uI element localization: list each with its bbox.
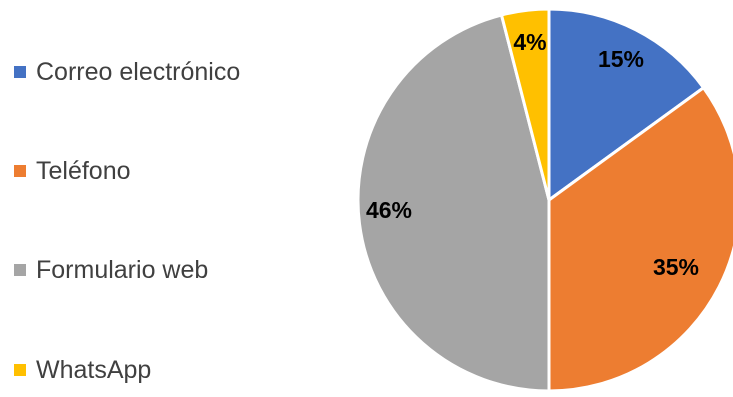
pie-slice-correo-electronico [547,7,706,203]
pie-slice-formulario-web [356,13,551,393]
legend-label-formulario-web: Formulario web [36,255,209,284]
legend-item-correo-electronico: Correo electrónico [14,57,240,87]
legend-swatch-telefono [14,165,26,177]
legend-swatch-formulario-web [14,264,26,276]
legend-item-telefono: Teléfono [14,156,131,186]
data-label-formulario-web: 46% [366,197,412,223]
legend-swatch-whatsapp [14,364,26,376]
legend-label-telefono: Teléfono [36,156,131,185]
data-label-correo-electronico: 15% [598,46,644,72]
data-label-telefono: 35% [653,254,699,280]
legend-item-formulario-web: Formulario web [14,255,208,285]
legend-item-whatsapp: WhatsApp [14,355,151,385]
chart-legend: Correo electrónico Teléfono Formulario w… [14,0,314,397]
legend-label-whatsapp: WhatsApp [36,355,152,384]
pie-slice-whatsapp [499,7,551,201]
pie-slice-telefono [547,85,733,393]
legend-swatch-correo-electronico [14,66,26,78]
data-label-whatsapp: 4% [513,29,546,55]
legend-label-correo-electronico: Correo electrónico [36,57,241,86]
